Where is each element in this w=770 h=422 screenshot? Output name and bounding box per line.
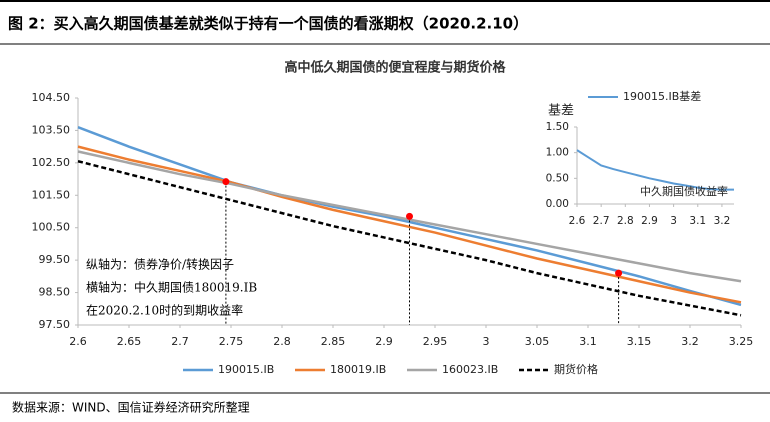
x-tick-label: 2.9 xyxy=(375,335,393,348)
x-tick-label: 2.6 xyxy=(69,335,87,348)
x-tick-label: 2.8 xyxy=(617,215,634,227)
y-tick-label: 101.50 xyxy=(32,188,71,201)
x-tick-label: 2.7 xyxy=(593,215,610,227)
legend-label: 180019.IB xyxy=(330,363,386,376)
x-tick-label: 3.15 xyxy=(627,335,652,348)
legend-label: 160023.IB xyxy=(442,363,498,376)
marker xyxy=(222,178,230,186)
y-tick-label: 1.00 xyxy=(546,147,569,159)
series-line xyxy=(77,145,742,304)
x-tick-label: 2.6 xyxy=(569,215,586,227)
series-line xyxy=(77,160,742,317)
annotation: 纵轴为：债券净价/转换因子 xyxy=(86,257,234,272)
x-tick-label: 3.05 xyxy=(525,335,550,348)
legend-label: 190015.IB基差 xyxy=(623,89,701,103)
y-axis-label: 基差 xyxy=(548,104,574,119)
x-tick-label: 3 xyxy=(483,335,490,348)
chart-title: 高中低久期国债的便宜程度与期货价格 xyxy=(284,60,506,76)
legend-label: 190015.IB xyxy=(218,363,274,376)
annotation: 在2020.2.10时的到期收益率 xyxy=(86,303,243,318)
annotation: 横轴为：中久期国债180019.IB xyxy=(86,280,257,295)
legend-label: 期货价格 xyxy=(554,362,598,376)
y-tick-label: 102.50 xyxy=(32,156,71,169)
x-tick-label: 3.1 xyxy=(689,215,706,227)
x-tick-label: 2.95 xyxy=(423,335,448,348)
y-tick-label: 104.50 xyxy=(32,91,71,104)
x-tick-label: 3.1 xyxy=(579,335,597,348)
series-line xyxy=(576,149,734,191)
x-axis-label: 中久期国债收益率 xyxy=(640,184,728,198)
x-tick-label: 2.85 xyxy=(321,335,346,348)
figure-title: 图 2：买入高久期国债基差就类似于持有一个国债的看涨期权（2020.2.10） xyxy=(8,15,528,33)
x-tick-label: 2.8 xyxy=(273,335,291,348)
x-tick-label: 3.2 xyxy=(681,335,699,348)
x-tick-label: 2.9 xyxy=(641,215,658,227)
x-tick-label: 3.25 xyxy=(729,335,754,348)
x-tick-label: 3 xyxy=(670,215,677,227)
y-tick-label: 0.00 xyxy=(546,198,569,210)
source: 数据来源：WIND、国信证券经济研究所整理 xyxy=(12,400,250,415)
x-tick-label: 3.2 xyxy=(714,215,731,227)
x-tick-label: 2.7 xyxy=(171,335,189,348)
marker xyxy=(615,269,623,277)
y-tick-label: 97.50 xyxy=(39,318,71,331)
x-tick-label: 2.75 xyxy=(219,335,244,348)
marker xyxy=(406,212,413,220)
y-tick-label: 0.50 xyxy=(546,172,569,184)
y-tick-label: 103.50 xyxy=(32,123,71,136)
y-tick-label: 1.50 xyxy=(546,121,569,133)
y-tick-label: 100.50 xyxy=(32,221,71,234)
y-tick-label: 98.50 xyxy=(39,286,71,299)
x-tick-label: 2.65 xyxy=(117,335,142,348)
y-tick-label: 99.50 xyxy=(39,253,71,266)
